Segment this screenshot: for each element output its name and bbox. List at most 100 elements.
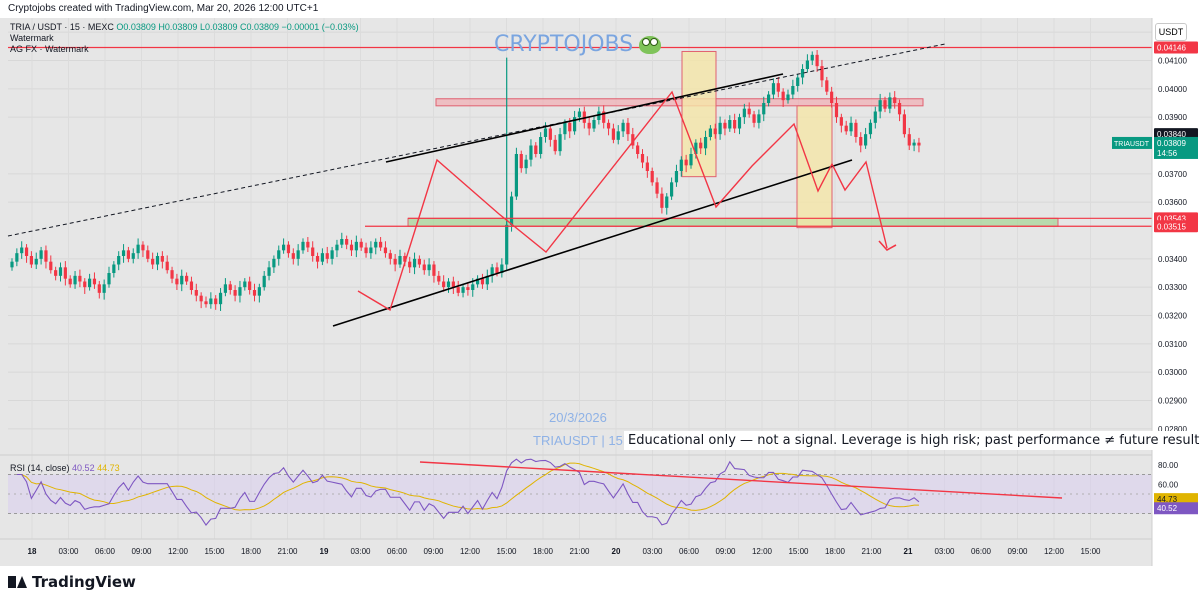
time-tick-12: 12:00 xyxy=(460,547,481,556)
legend-indicator-2[interactable]: AG FX · Watermark xyxy=(10,44,89,54)
candle-body xyxy=(834,103,839,118)
candle-body xyxy=(335,244,339,251)
candle xyxy=(665,193,669,215)
tradingview-logo[interactable]: TradingView xyxy=(8,572,136,592)
candle-body xyxy=(209,298,213,305)
candle xyxy=(815,50,819,72)
candle xyxy=(311,241,315,262)
candle-body xyxy=(655,182,659,194)
candle xyxy=(805,54,809,73)
candle-body xyxy=(864,134,868,146)
price-label-box-0 xyxy=(1154,41,1198,54)
candle-body xyxy=(917,142,921,146)
price-label-2: 0.03543 xyxy=(1157,214,1186,223)
candle xyxy=(248,276,252,295)
rsi-legend[interactable]: RSI (14, close) 40.52 44.73 xyxy=(10,463,120,473)
candle-body xyxy=(543,128,548,137)
candle xyxy=(752,110,756,128)
candle-body xyxy=(63,267,67,279)
currency-selector[interactable]: USDT xyxy=(1155,23,1187,41)
candle-body xyxy=(810,54,814,61)
candle xyxy=(912,139,916,152)
candle xyxy=(97,280,101,299)
candle-body xyxy=(476,278,480,285)
candle xyxy=(301,238,305,254)
candle xyxy=(398,249,402,268)
resistance-zone xyxy=(435,98,924,107)
candle xyxy=(83,278,87,294)
rsi-ma-label: 44.73 xyxy=(1157,495,1178,504)
price-label-1: 0.03840 xyxy=(1157,130,1186,139)
price-tick-8: 0.03200 xyxy=(1158,312,1187,321)
candle xyxy=(185,272,189,285)
candle-body xyxy=(514,154,518,197)
candle xyxy=(320,248,324,266)
candle xyxy=(408,256,412,273)
candle-body xyxy=(912,142,916,146)
candle-body xyxy=(112,264,116,273)
candle xyxy=(679,156,683,177)
candle xyxy=(456,280,460,297)
candle-body xyxy=(509,196,514,225)
candle xyxy=(335,239,339,258)
candle xyxy=(165,255,169,274)
time-tick-5: 15:00 xyxy=(204,547,225,556)
dashed-trendline xyxy=(7,43,946,237)
candle-body xyxy=(131,253,135,259)
legend-ohlc: O0.03809 H0.03809 L0.03809 C0.03809 −0.0… xyxy=(116,22,359,32)
price-axis: 0.042000.041000.040000.039000.037000.036… xyxy=(1112,18,1200,566)
candle xyxy=(883,96,887,113)
candle xyxy=(63,261,67,286)
time-tick-29: 15:00 xyxy=(1080,547,1101,556)
candle xyxy=(762,96,766,122)
candle xyxy=(15,248,19,267)
candle xyxy=(907,127,911,151)
candle-body xyxy=(839,117,843,126)
candle-body xyxy=(718,122,722,135)
candle-body xyxy=(776,83,780,92)
candle xyxy=(194,283,198,302)
projection-arrow xyxy=(878,240,897,252)
candle-body xyxy=(34,258,38,265)
time-tick-4: 12:00 xyxy=(168,547,189,556)
price-tick-1: 0.04100 xyxy=(1158,57,1187,66)
candle xyxy=(412,252,417,275)
candle-body xyxy=(800,69,805,78)
candle-body xyxy=(495,267,499,273)
candle xyxy=(893,91,897,109)
candle-body xyxy=(767,94,771,103)
candle-body xyxy=(602,111,606,123)
candle-body xyxy=(39,250,43,259)
candle-body xyxy=(422,264,426,271)
candle-body xyxy=(490,267,494,276)
candle xyxy=(640,149,645,169)
chart-area[interactable]: 0.042000.041000.040000.039000.037000.036… xyxy=(0,18,1200,566)
candle xyxy=(810,51,814,66)
tradingview-icon xyxy=(8,576,27,588)
price-chart-svg[interactable]: 0.042000.041000.040000.039000.037000.036… xyxy=(0,18,1200,566)
candle xyxy=(878,93,882,119)
candle-body xyxy=(616,131,620,140)
candle-body xyxy=(78,275,82,282)
candle-body xyxy=(58,267,63,276)
candle xyxy=(262,271,266,291)
candle-body xyxy=(713,128,717,135)
candle-body xyxy=(97,284,101,293)
channel-upper xyxy=(385,73,784,163)
candle-body xyxy=(315,256,320,262)
candle xyxy=(272,255,276,273)
candle-body xyxy=(742,108,746,118)
candle-body xyxy=(306,241,310,248)
candle-body xyxy=(674,171,679,183)
candle xyxy=(427,258,431,276)
candle-body xyxy=(189,281,194,290)
highlight-box-1 xyxy=(681,50,717,178)
candle xyxy=(39,246,43,265)
candle-body xyxy=(456,287,460,293)
candle xyxy=(820,59,824,88)
candle xyxy=(218,288,223,311)
candle xyxy=(902,109,906,138)
candle xyxy=(151,252,155,270)
candle xyxy=(228,280,232,295)
legend-indicator-1[interactable]: Watermark xyxy=(10,33,54,43)
